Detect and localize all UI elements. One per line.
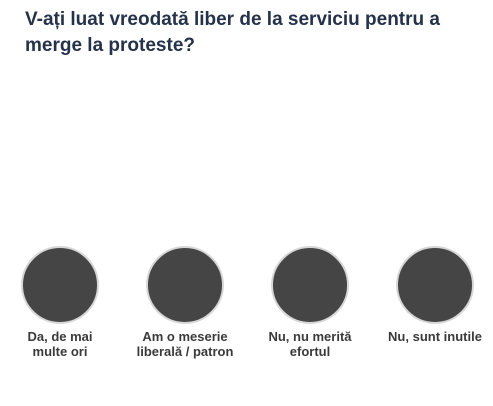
- poll-option-not-worth[interactable]: Nu, nu merită efortul: [260, 246, 360, 359]
- poll-options: Da, de mai multe ori Am o meserie libera…: [0, 246, 493, 406]
- poll-option-useless[interactable]: Nu, sunt inutile: [385, 246, 485, 344]
- option-circle[interactable]: [271, 246, 349, 324]
- option-circle[interactable]: [146, 246, 224, 324]
- poll-option-freelancer[interactable]: Am o meserie liberală / patron: [135, 246, 235, 359]
- option-label: Nu, sunt inutile: [388, 329, 482, 344]
- option-label: Am o meserie liberală / patron: [136, 329, 234, 359]
- option-circle[interactable]: [396, 246, 474, 324]
- poll-question: V-ați luat vreodată liber de la serviciu…: [25, 9, 440, 56]
- option-label: Nu, nu merită efortul: [268, 329, 352, 359]
- poll-option-many-times[interactable]: Da, de mai multe ori: [10, 246, 110, 359]
- option-circle[interactable]: [21, 246, 99, 324]
- option-label: Da, de mai multe ori: [27, 329, 93, 359]
